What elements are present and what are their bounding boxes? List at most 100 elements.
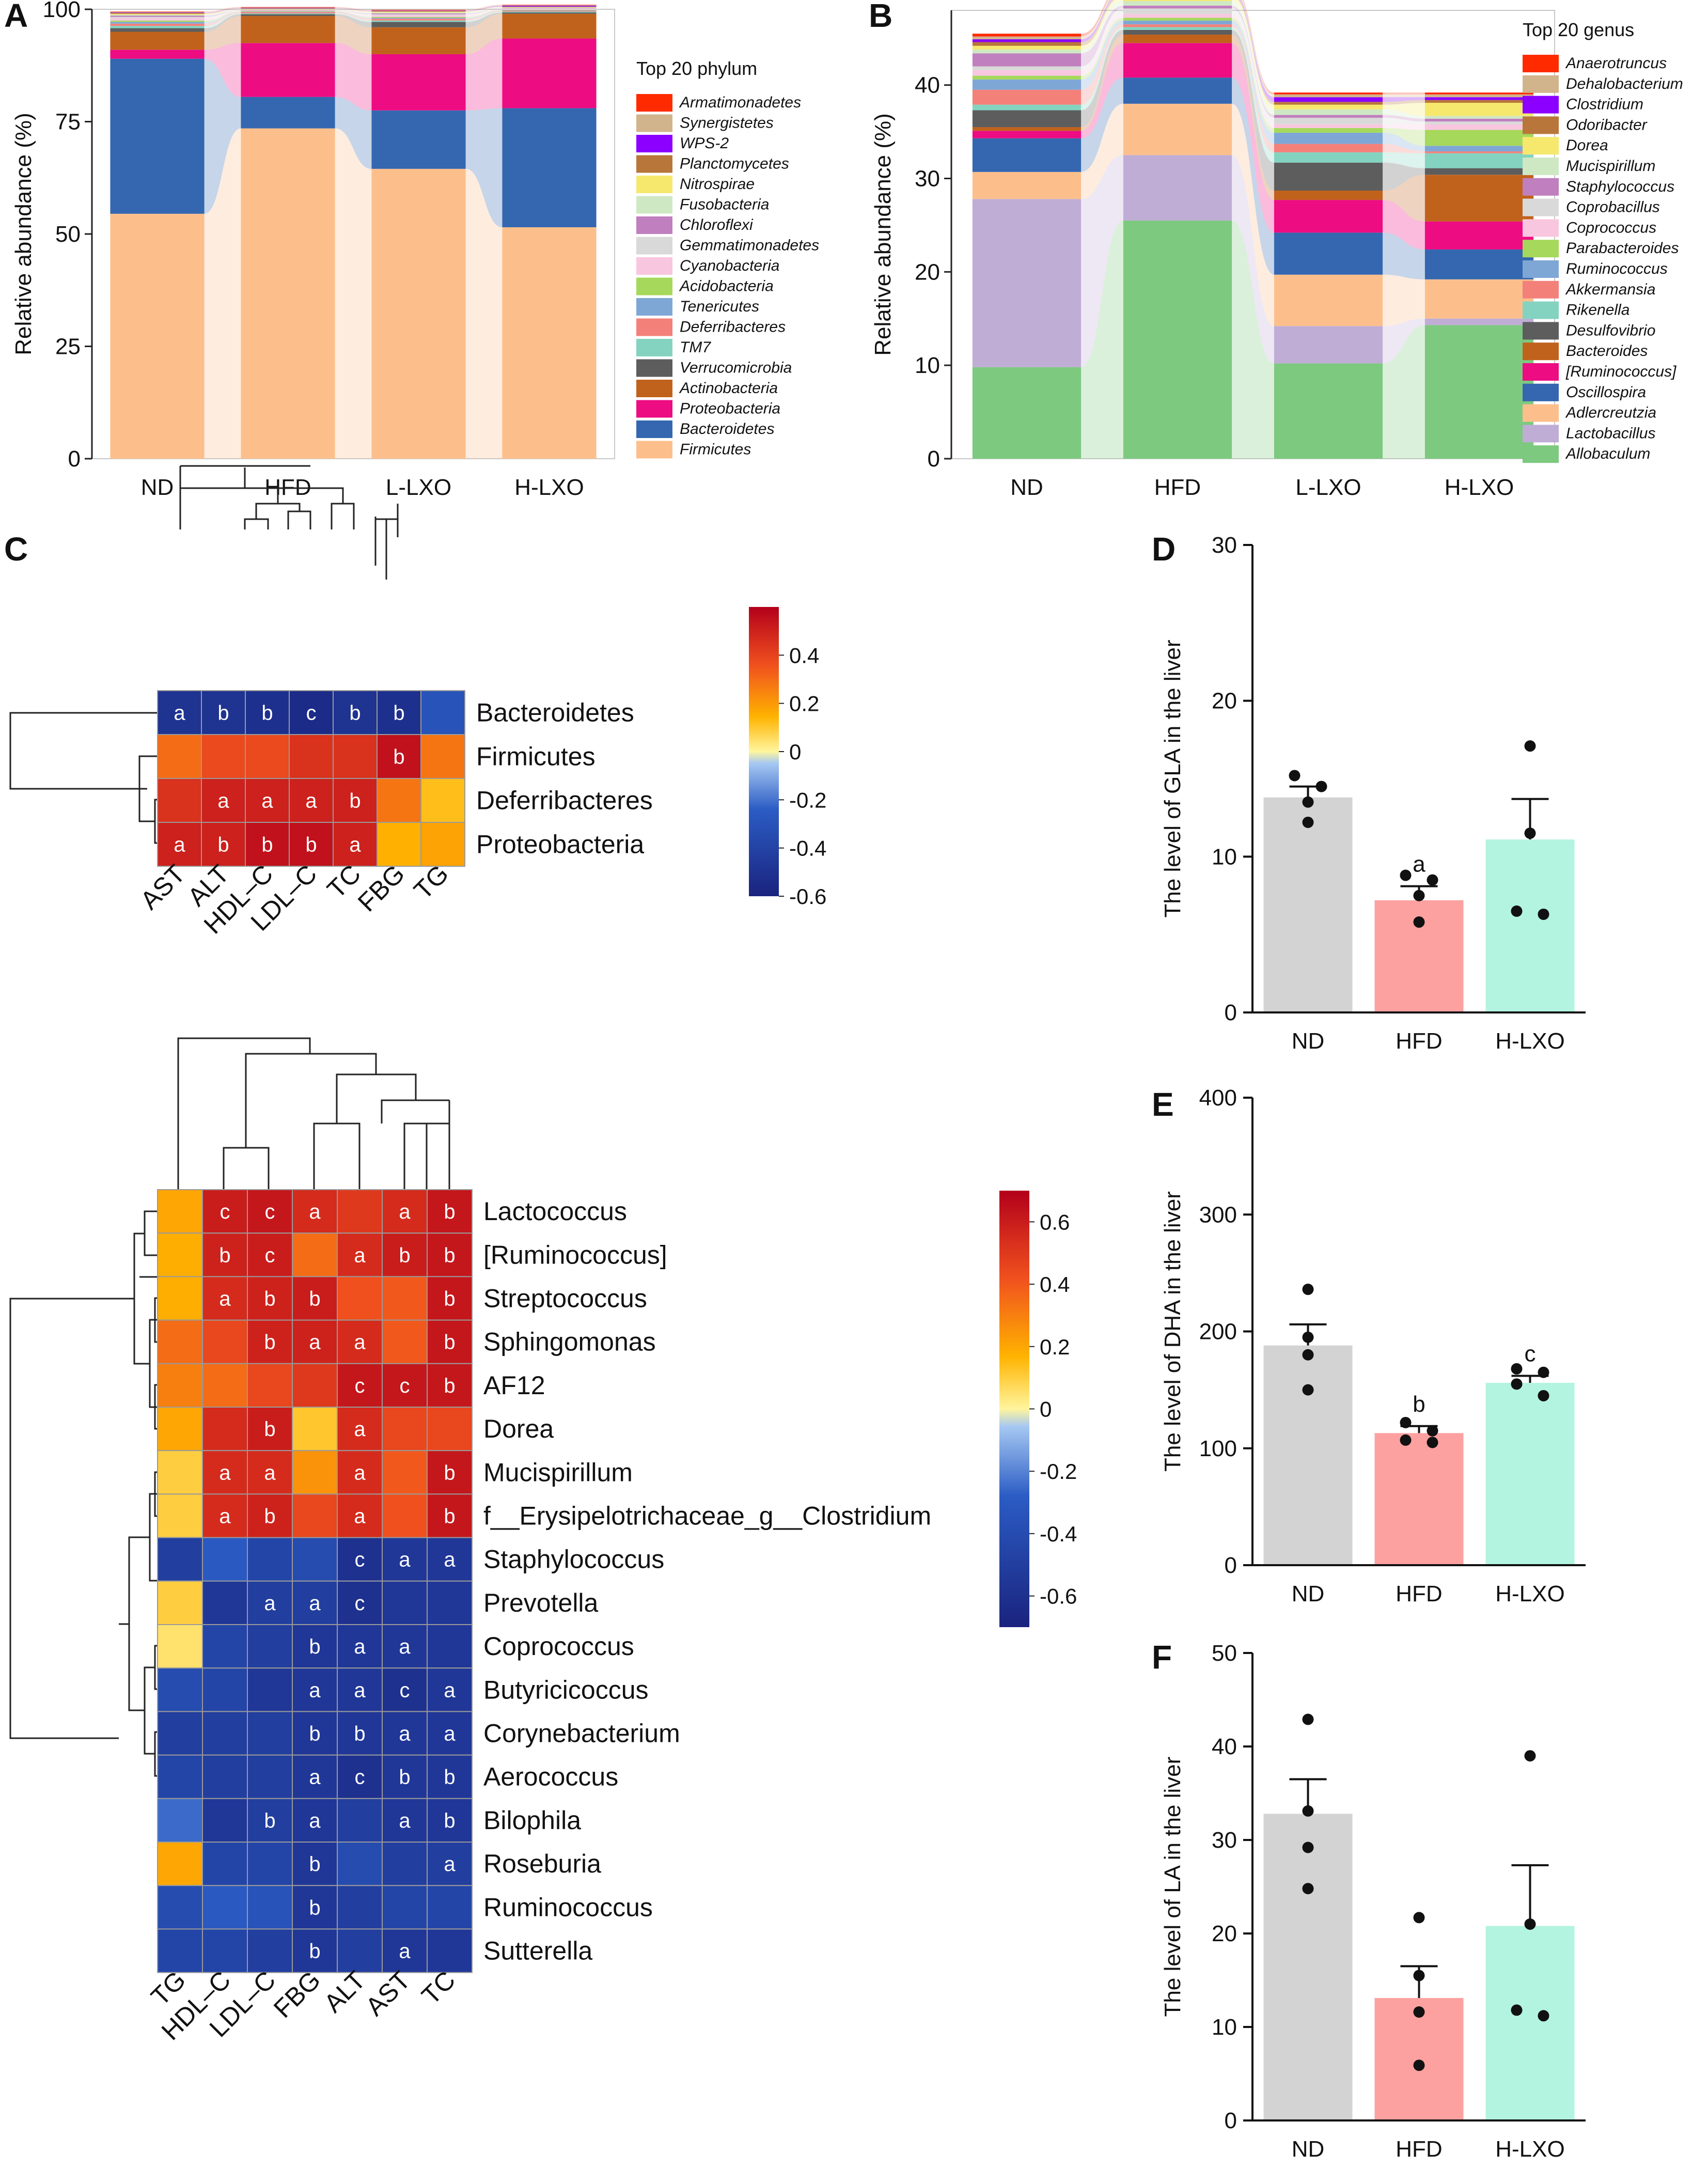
flow-allobaculum-2 [1383, 325, 1425, 459]
panel-label-b: B [869, 0, 892, 34]
legend-label-deferribacteres: Deferribacteres [680, 319, 786, 336]
heat-cell-proteobacteria-ldl-c [289, 822, 334, 867]
bar-segment-chloroflexi [371, 13, 466, 14]
bar-chart-gla: ND a HFD H-LXO 0 10 20 30 The level of GLA in th… [1160, 533, 1586, 1054]
sig-label: a [264, 1461, 276, 1484]
panel-label-e: E [1152, 1086, 1174, 1123]
sig-label: b [219, 1244, 230, 1267]
bar-segment-proteobacteria [241, 43, 335, 97]
sig-label: b [444, 1200, 455, 1223]
flow-mucispirillum-1 [1232, 1, 1274, 115]
legend-label-wps-2: WPS-2 [680, 135, 729, 152]
sig-label: b [349, 790, 361, 813]
heat-cell-af12-fbg [292, 1363, 338, 1408]
legend-label-rikenella: Rikenella [1566, 302, 1629, 319]
sig-label: a [264, 1592, 276, 1615]
y-tick-label: 40 [1212, 1734, 1237, 1759]
legend-swatch-odoribacter [1523, 116, 1559, 134]
bar-segment-acidobacteria [110, 20, 205, 22]
flow-tenericutes-2 [465, 10, 503, 19]
sig-label: b [309, 1896, 320, 1919]
heat-cell-firmicutes-tg [420, 734, 465, 779]
bar-segment-oscillospira [972, 138, 1082, 172]
y-tick-label: 10 [915, 353, 940, 378]
flow-armatimonadetes-2 [465, 5, 503, 10]
y-axis-label: The level of DHA in the liver [1160, 1191, 1185, 1472]
row-label-prevotella: Prevotella [483, 1588, 599, 1617]
y-tick-label: 25 [55, 334, 81, 360]
bar-segment-akkermansia [1123, 24, 1232, 27]
legend-swatch-tm7 [636, 339, 672, 356]
flow-chloroflexi-1 [335, 9, 372, 14]
flow-dehalobacterium-0 [1081, 0, 1110, 40]
heat-cell-firmicutes-ast [157, 734, 202, 779]
row-label-bilophila: Bilophila [483, 1806, 581, 1835]
heat-cell-sutterella-ldl-c [247, 1928, 293, 1973]
flow-desulfovibrio-2 [1383, 162, 1425, 191]
legend-label-fusobacteria: Fusobacteria [680, 196, 769, 213]
heat-cell-staphylococcus-hdl-c [202, 1537, 248, 1582]
legend-label-allobaculum: Allobaculum [1565, 445, 1650, 462]
legend-swatch-oscillospira [1523, 383, 1559, 401]
sig-label: b [399, 1244, 410, 1267]
legend-label-synergistetes: Synergistetes [680, 115, 774, 132]
flow-gemmatimonadetes-0 [204, 10, 241, 19]
y-axis-label: Relative abundance (%) [870, 113, 896, 356]
data-point-nd [1302, 816, 1314, 828]
sig-label: a [444, 1549, 456, 1571]
heat-cell-streptococcus-hdl-c [202, 1276, 248, 1321]
bar-segment-tm7 [371, 20, 466, 22]
bar-segment-parabacteroides [1123, 18, 1232, 21]
bar-segment-allobaculum [1123, 220, 1232, 459]
bar-segment-anaerotruncus [972, 34, 1082, 37]
y-tick-label: 30 [1212, 533, 1237, 558]
data-point-nd [1302, 1842, 1314, 1853]
data-point-nd [1289, 770, 1300, 782]
row-label-streptococcus: Streptococcus [483, 1284, 647, 1313]
heat-cell-corynebacterium-alt [337, 1711, 383, 1756]
legend-swatch-verrucomicrobia [636, 359, 672, 377]
colorbar-label: -0.4 [1040, 1522, 1077, 1546]
heat-cell-butyricicoccus-hdl-c [202, 1667, 248, 1712]
sig-label: a [309, 1809, 321, 1832]
sig-label: a [399, 1635, 411, 1658]
heat-cell-sutterella-tc [427, 1928, 473, 1973]
flow-planctomycetes-2 [465, 6, 503, 12]
bar-segment-ruminococcus [1274, 132, 1383, 144]
flow-mucispirillum-2 [1383, 109, 1425, 119]
heat-cell-dorea-hdl-c [202, 1407, 248, 1452]
bar-segment-proteobacteria [502, 38, 597, 108]
dendrogram-c2-col [177, 1037, 450, 1190]
heat-cell-sphingomonas-tg [157, 1319, 203, 1364]
flow-dehalobacterium-2 [1383, 94, 1425, 98]
flow-adlercreutzia-2 [1383, 274, 1425, 326]
bar-segment-wps-2 [110, 12, 205, 13]
heat-cell-streptococcus-fbg [292, 1276, 338, 1321]
data-point-h-lxo [1524, 1918, 1536, 1930]
flow-armatimonadetes-1 [335, 7, 372, 10]
bar-segment-firmicutes [371, 168, 466, 459]
colorbar-label: -0.2 [789, 788, 826, 812]
heat-cell-f-erysipelotrichaceae-g-clostridium-tg [157, 1493, 203, 1538]
flow-dorea-1 [1232, 0, 1274, 110]
heat-cell-corynebacterium-hdl-c [202, 1711, 248, 1756]
flow-coprococcus-1 [1232, 14, 1274, 128]
legend-swatch-gemmatimonadetes [636, 237, 672, 255]
data-point-h-lxo [1538, 1390, 1549, 1401]
legend-swatch-dehalobacterium [1523, 75, 1559, 93]
bar-segment-odoribacter [1274, 102, 1383, 105]
heat-cell-sutterella-hdl-c [202, 1928, 248, 1973]
legend-label-desulfovibrio: Desulfovibrio [1566, 322, 1655, 339]
flow-actinobacteria-0 [204, 16, 241, 50]
heat-cell-firmicutes-fbg [377, 734, 421, 779]
bar-segment-coprococcus [1123, 14, 1232, 18]
heat-cell-staphylococcus-tg [157, 1537, 203, 1582]
data-point-h-lxo [1511, 2004, 1523, 2016]
sig-label: b [264, 1288, 275, 1311]
x-tick-label-nd: ND [1292, 1028, 1325, 1054]
flow-akkermansia-1 [1232, 24, 1274, 152]
bar-segment-tenericutes [371, 18, 466, 19]
heat-cell-staphylococcus-fbg [292, 1537, 338, 1582]
flow-tenericutes-0 [204, 11, 241, 24]
